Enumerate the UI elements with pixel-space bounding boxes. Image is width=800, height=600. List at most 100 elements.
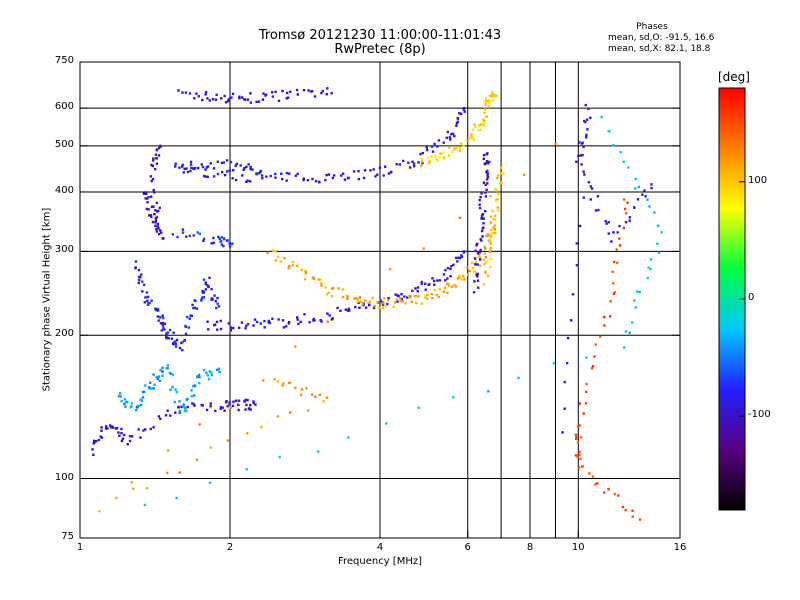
echo-point <box>596 482 599 485</box>
echo-point <box>106 427 109 430</box>
x-tick-label: 6 <box>464 542 471 553</box>
echo-point <box>479 128 483 131</box>
echo-point <box>469 137 472 141</box>
echo-point <box>384 305 388 308</box>
echo-point <box>98 509 101 513</box>
echo-point <box>578 141 581 144</box>
echo-point <box>600 115 603 119</box>
echo-point <box>356 300 359 303</box>
echo-point <box>173 165 177 168</box>
echo-point <box>156 222 160 226</box>
echo-point <box>633 206 636 209</box>
echo-point <box>191 402 194 405</box>
echo-point <box>287 322 290 325</box>
echo-point <box>193 166 197 170</box>
echo-point <box>155 216 159 219</box>
echo-point <box>496 197 499 201</box>
echo-point <box>120 427 123 431</box>
echo-point <box>436 145 439 148</box>
echo-point <box>628 219 631 222</box>
echo-point <box>579 457 582 461</box>
echo-point <box>394 293 397 296</box>
echo-point <box>618 224 621 228</box>
echo-point <box>192 167 195 170</box>
echo-point <box>246 179 249 182</box>
echo-point <box>408 166 412 169</box>
echo-point <box>421 161 424 165</box>
echo-point <box>609 315 612 318</box>
echo-point <box>615 248 618 251</box>
echo-point <box>495 189 498 192</box>
echo-point <box>227 322 230 325</box>
echo-point <box>185 409 188 413</box>
echo-point <box>379 299 383 302</box>
echo-point <box>302 177 306 180</box>
echo-point <box>300 388 304 391</box>
echo-point <box>426 148 429 152</box>
echo-point <box>589 185 592 188</box>
echo-point <box>123 398 127 401</box>
echo-point <box>166 331 170 334</box>
echo-point <box>155 230 159 233</box>
echo-point <box>245 165 248 169</box>
echo-point <box>622 226 626 230</box>
echo-point <box>596 195 600 198</box>
echo-point <box>613 492 616 496</box>
echo-point <box>234 178 238 182</box>
echo-point <box>624 212 628 215</box>
echo-point <box>169 414 172 417</box>
echo-point <box>485 260 489 263</box>
echo-point <box>152 373 155 376</box>
echo-point <box>638 290 641 294</box>
echo-point <box>300 268 303 272</box>
echo-point <box>450 265 453 268</box>
echo-point <box>412 164 416 168</box>
echo-point <box>188 317 191 320</box>
echo-point <box>195 307 199 310</box>
echo-point <box>416 286 420 289</box>
echo-point <box>307 89 310 92</box>
echo-point <box>491 99 494 103</box>
echo-point <box>646 276 649 280</box>
echo-point <box>229 406 232 409</box>
echo-point <box>216 296 219 300</box>
echo-trace <box>117 364 221 414</box>
echo-trace <box>180 159 263 175</box>
echo-point <box>285 171 289 175</box>
echo-point <box>587 107 590 111</box>
echo-point <box>232 400 235 403</box>
echo-point <box>178 400 181 403</box>
echo-point <box>419 164 423 168</box>
echo-point <box>401 300 404 303</box>
echo-point <box>473 257 477 260</box>
echo-point <box>312 317 315 321</box>
echo-point <box>219 407 222 411</box>
echo-point <box>623 207 627 211</box>
echo-point <box>471 128 474 131</box>
echo-point <box>152 157 155 160</box>
echo-point <box>157 227 160 230</box>
echo-point <box>444 279 447 282</box>
echo-point <box>453 147 456 151</box>
echo-point <box>192 234 195 237</box>
echo-point <box>212 241 215 245</box>
echo-point <box>137 428 140 431</box>
echo-point <box>324 178 327 182</box>
x-tick-label: 1 <box>76 542 84 553</box>
echo-point <box>646 198 649 201</box>
echo-point <box>158 379 161 383</box>
echo-point <box>151 220 155 224</box>
echo-point <box>316 450 320 453</box>
echo-point <box>576 425 580 428</box>
echo-point <box>181 231 185 234</box>
echo-point <box>146 299 149 303</box>
echo-point <box>161 374 164 377</box>
echo-point <box>303 277 307 281</box>
echo-point <box>200 299 203 302</box>
echo-point <box>330 91 333 95</box>
echo-point <box>603 315 606 319</box>
echo-point <box>263 319 266 323</box>
echo-point <box>201 296 204 299</box>
echo-point <box>192 403 196 406</box>
echo-point <box>362 176 366 180</box>
